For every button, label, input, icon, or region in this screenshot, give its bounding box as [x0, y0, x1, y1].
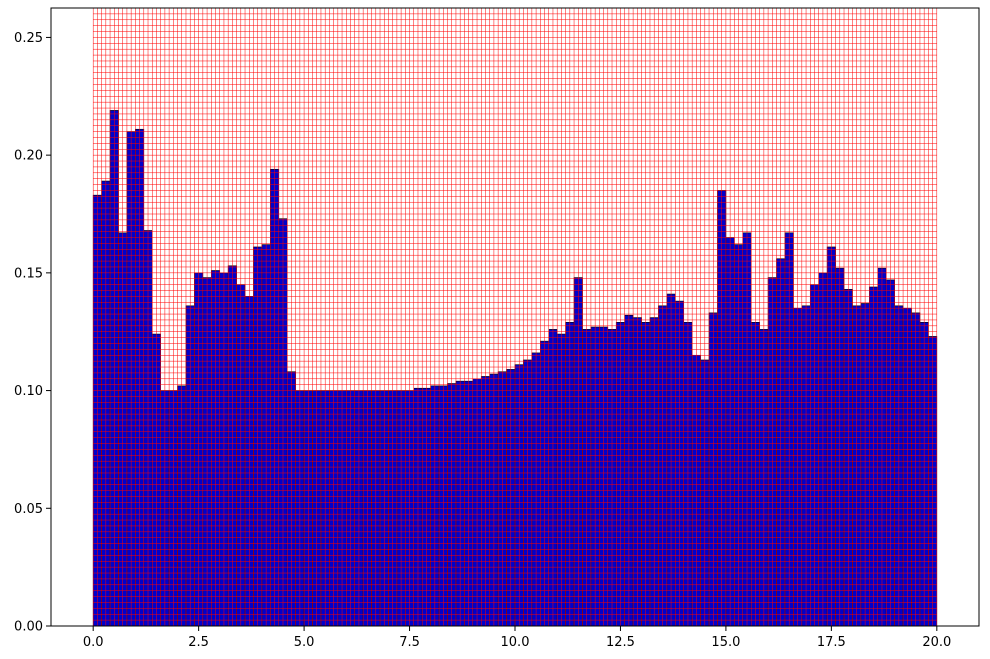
- x-tick-label: 5.0: [294, 635, 315, 650]
- y-tick-label: 0.20: [14, 149, 43, 164]
- y-tick-label: 0.05: [14, 502, 43, 517]
- y-tick-label: 0.10: [14, 384, 43, 399]
- x-tick-label: 7.5: [399, 635, 420, 650]
- x-tick-label: 2.5: [188, 635, 209, 650]
- y-tick-label: 0.25: [14, 31, 43, 46]
- x-tick-label: 10.0: [501, 635, 530, 650]
- x-tick-label: 15.0: [711, 635, 740, 650]
- x-tick-label: 0.0: [83, 635, 104, 650]
- y-tick-label: 0.15: [14, 266, 43, 281]
- x-tick-label: 17.5: [817, 635, 846, 650]
- y-tick-label: 0.00: [14, 620, 43, 635]
- x-tick-label: 12.5: [606, 635, 635, 650]
- x-axis: 0.0 2.5 5.0 7.5 10.0 12.5 15.0 17.5 20.0: [83, 626, 951, 650]
- x-tick-label: 20.0: [922, 635, 951, 650]
- y-axis: 0.00 0.05 0.10 0.15 0.20 0.25: [14, 31, 51, 635]
- grid-layer: [92, 7, 938, 627]
